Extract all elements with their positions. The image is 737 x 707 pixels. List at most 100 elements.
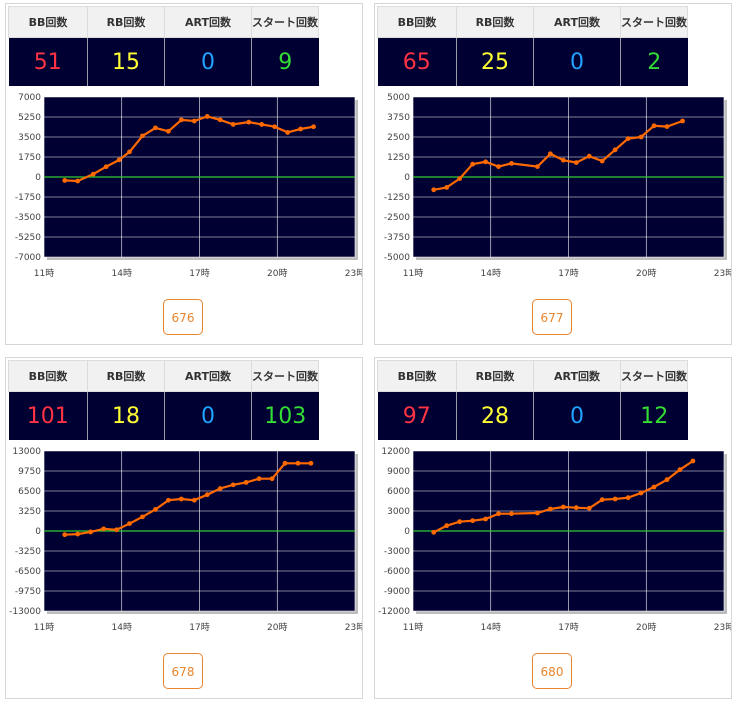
x-tick-label: 14時 <box>481 622 501 633</box>
data-point <box>259 122 265 127</box>
data-point <box>62 532 68 538</box>
y-tick-label: 0 <box>404 173 410 183</box>
difference-line-chart: 7000 5250 3500 1750 0 -1750 -3500 -5250 -7000 11時… <box>15 93 362 279</box>
y-tick-label: -3250 <box>15 547 41 557</box>
x-tick-label: 17時 <box>189 268 209 279</box>
header-start: スタート回数 <box>251 6 319 38</box>
header-bb: BB回数 <box>8 360 88 392</box>
y-tick-label: 2500 <box>387 133 410 143</box>
y-tick-label: 3250 <box>18 507 41 517</box>
value-start: 12 <box>620 391 688 440</box>
y-tick-label: 0 <box>35 173 41 183</box>
data-point <box>547 151 553 157</box>
x-tick-label: 17時 <box>558 622 578 633</box>
y-tick-label: 3000 <box>387 507 410 517</box>
data-point <box>272 124 278 130</box>
data-point <box>75 531 81 537</box>
data-point <box>230 122 236 127</box>
data-point <box>535 510 540 516</box>
data-point <box>217 117 223 123</box>
data-point <box>311 124 316 130</box>
data-point <box>599 497 605 503</box>
data-point <box>103 164 109 170</box>
value-art: 0 <box>533 391 621 440</box>
y-tick-label: 12000 <box>381 447 410 457</box>
data-point <box>178 117 184 123</box>
data-point <box>295 460 301 466</box>
value-start: 2 <box>620 37 688 86</box>
header-rb: RB回数 <box>87 6 165 38</box>
data-point <box>444 185 450 190</box>
value-start: 103 <box>251 391 319 440</box>
data-point <box>127 149 132 155</box>
x-tick-label: 17時 <box>558 268 578 279</box>
machine-number-button[interactable]: 678 <box>163 653 203 689</box>
data-point <box>90 171 96 177</box>
data-point <box>204 114 210 119</box>
data-point <box>166 128 171 134</box>
data-point <box>75 178 81 184</box>
value-rb: 18 <box>87 391 165 440</box>
x-tick-label: 20時 <box>636 268 656 279</box>
data-point <box>664 124 670 129</box>
y-tick-label: 1250 <box>387 153 410 163</box>
x-tick-label: 14時 <box>481 268 501 279</box>
x-tick-label: 23時 <box>345 622 362 633</box>
data-point <box>298 126 303 132</box>
value-rb: 15 <box>87 37 165 86</box>
header-start: スタート回数 <box>620 6 688 38</box>
data-point <box>431 529 437 535</box>
x-tick-label: 23時 <box>714 622 731 633</box>
header-rb: RB回数 <box>456 360 534 392</box>
header-bb: BB回数 <box>377 6 457 38</box>
y-tick-label: -5250 <box>15 233 41 243</box>
y-tick-label: -1750 <box>15 193 41 203</box>
y-tick-label: 0 <box>35 527 41 537</box>
data-point <box>483 516 488 522</box>
y-tick-label: -9750 <box>15 587 41 597</box>
data-point <box>269 476 275 482</box>
data-point <box>651 123 657 129</box>
data-point <box>638 134 644 140</box>
x-tick-label: 20時 <box>636 622 656 633</box>
data-point <box>612 147 618 153</box>
machine-card-678: BB回数 RB回数 ART回数 スタート回数 101 18 0 103 1300… <box>5 357 363 699</box>
machine-number-button[interactable]: 680 <box>532 653 572 689</box>
data-point <box>256 476 262 482</box>
data-point <box>101 526 107 532</box>
x-tick-label: 20時 <box>267 268 287 279</box>
data-point <box>431 187 437 193</box>
value-rb: 28 <box>456 391 534 440</box>
x-tick-label: 11時 <box>403 622 423 633</box>
y-tick-label: 9750 <box>18 467 41 477</box>
value-bb: 97 <box>377 391 457 440</box>
y-tick-label: -5000 <box>384 253 410 263</box>
data-point <box>230 482 236 488</box>
data-point <box>457 176 463 181</box>
data-point <box>457 519 463 525</box>
difference-line-chart: 13000 9750 6500 3250 0 -3250 -6500 -9750 -13000 1… <box>9 447 362 633</box>
y-tick-label: 3750 <box>387 113 410 123</box>
y-tick-label: -2500 <box>384 213 410 223</box>
y-tick-label: 6500 <box>18 487 41 497</box>
data-point <box>166 497 171 503</box>
data-point <box>204 492 210 498</box>
data-point <box>625 136 631 141</box>
y-tick-label: -6000 <box>384 567 410 577</box>
machine-number-button[interactable]: 676 <box>163 299 203 335</box>
data-point <box>677 467 683 473</box>
machine-number-button[interactable]: 677 <box>532 299 572 335</box>
data-point <box>496 164 501 169</box>
data-point <box>116 157 122 163</box>
y-tick-label: -9000 <box>384 587 410 597</box>
data-point <box>509 161 514 166</box>
data-point <box>444 523 450 529</box>
data-point <box>586 505 592 511</box>
data-point <box>496 511 501 517</box>
value-bb: 101 <box>8 391 88 440</box>
data-point <box>246 119 252 125</box>
stats-table: BB回数 RB回数 ART回数 スタート回数 97 28 0 12 <box>377 360 688 440</box>
data-point <box>88 529 94 535</box>
data-point <box>651 484 657 490</box>
data-point <box>690 458 696 464</box>
